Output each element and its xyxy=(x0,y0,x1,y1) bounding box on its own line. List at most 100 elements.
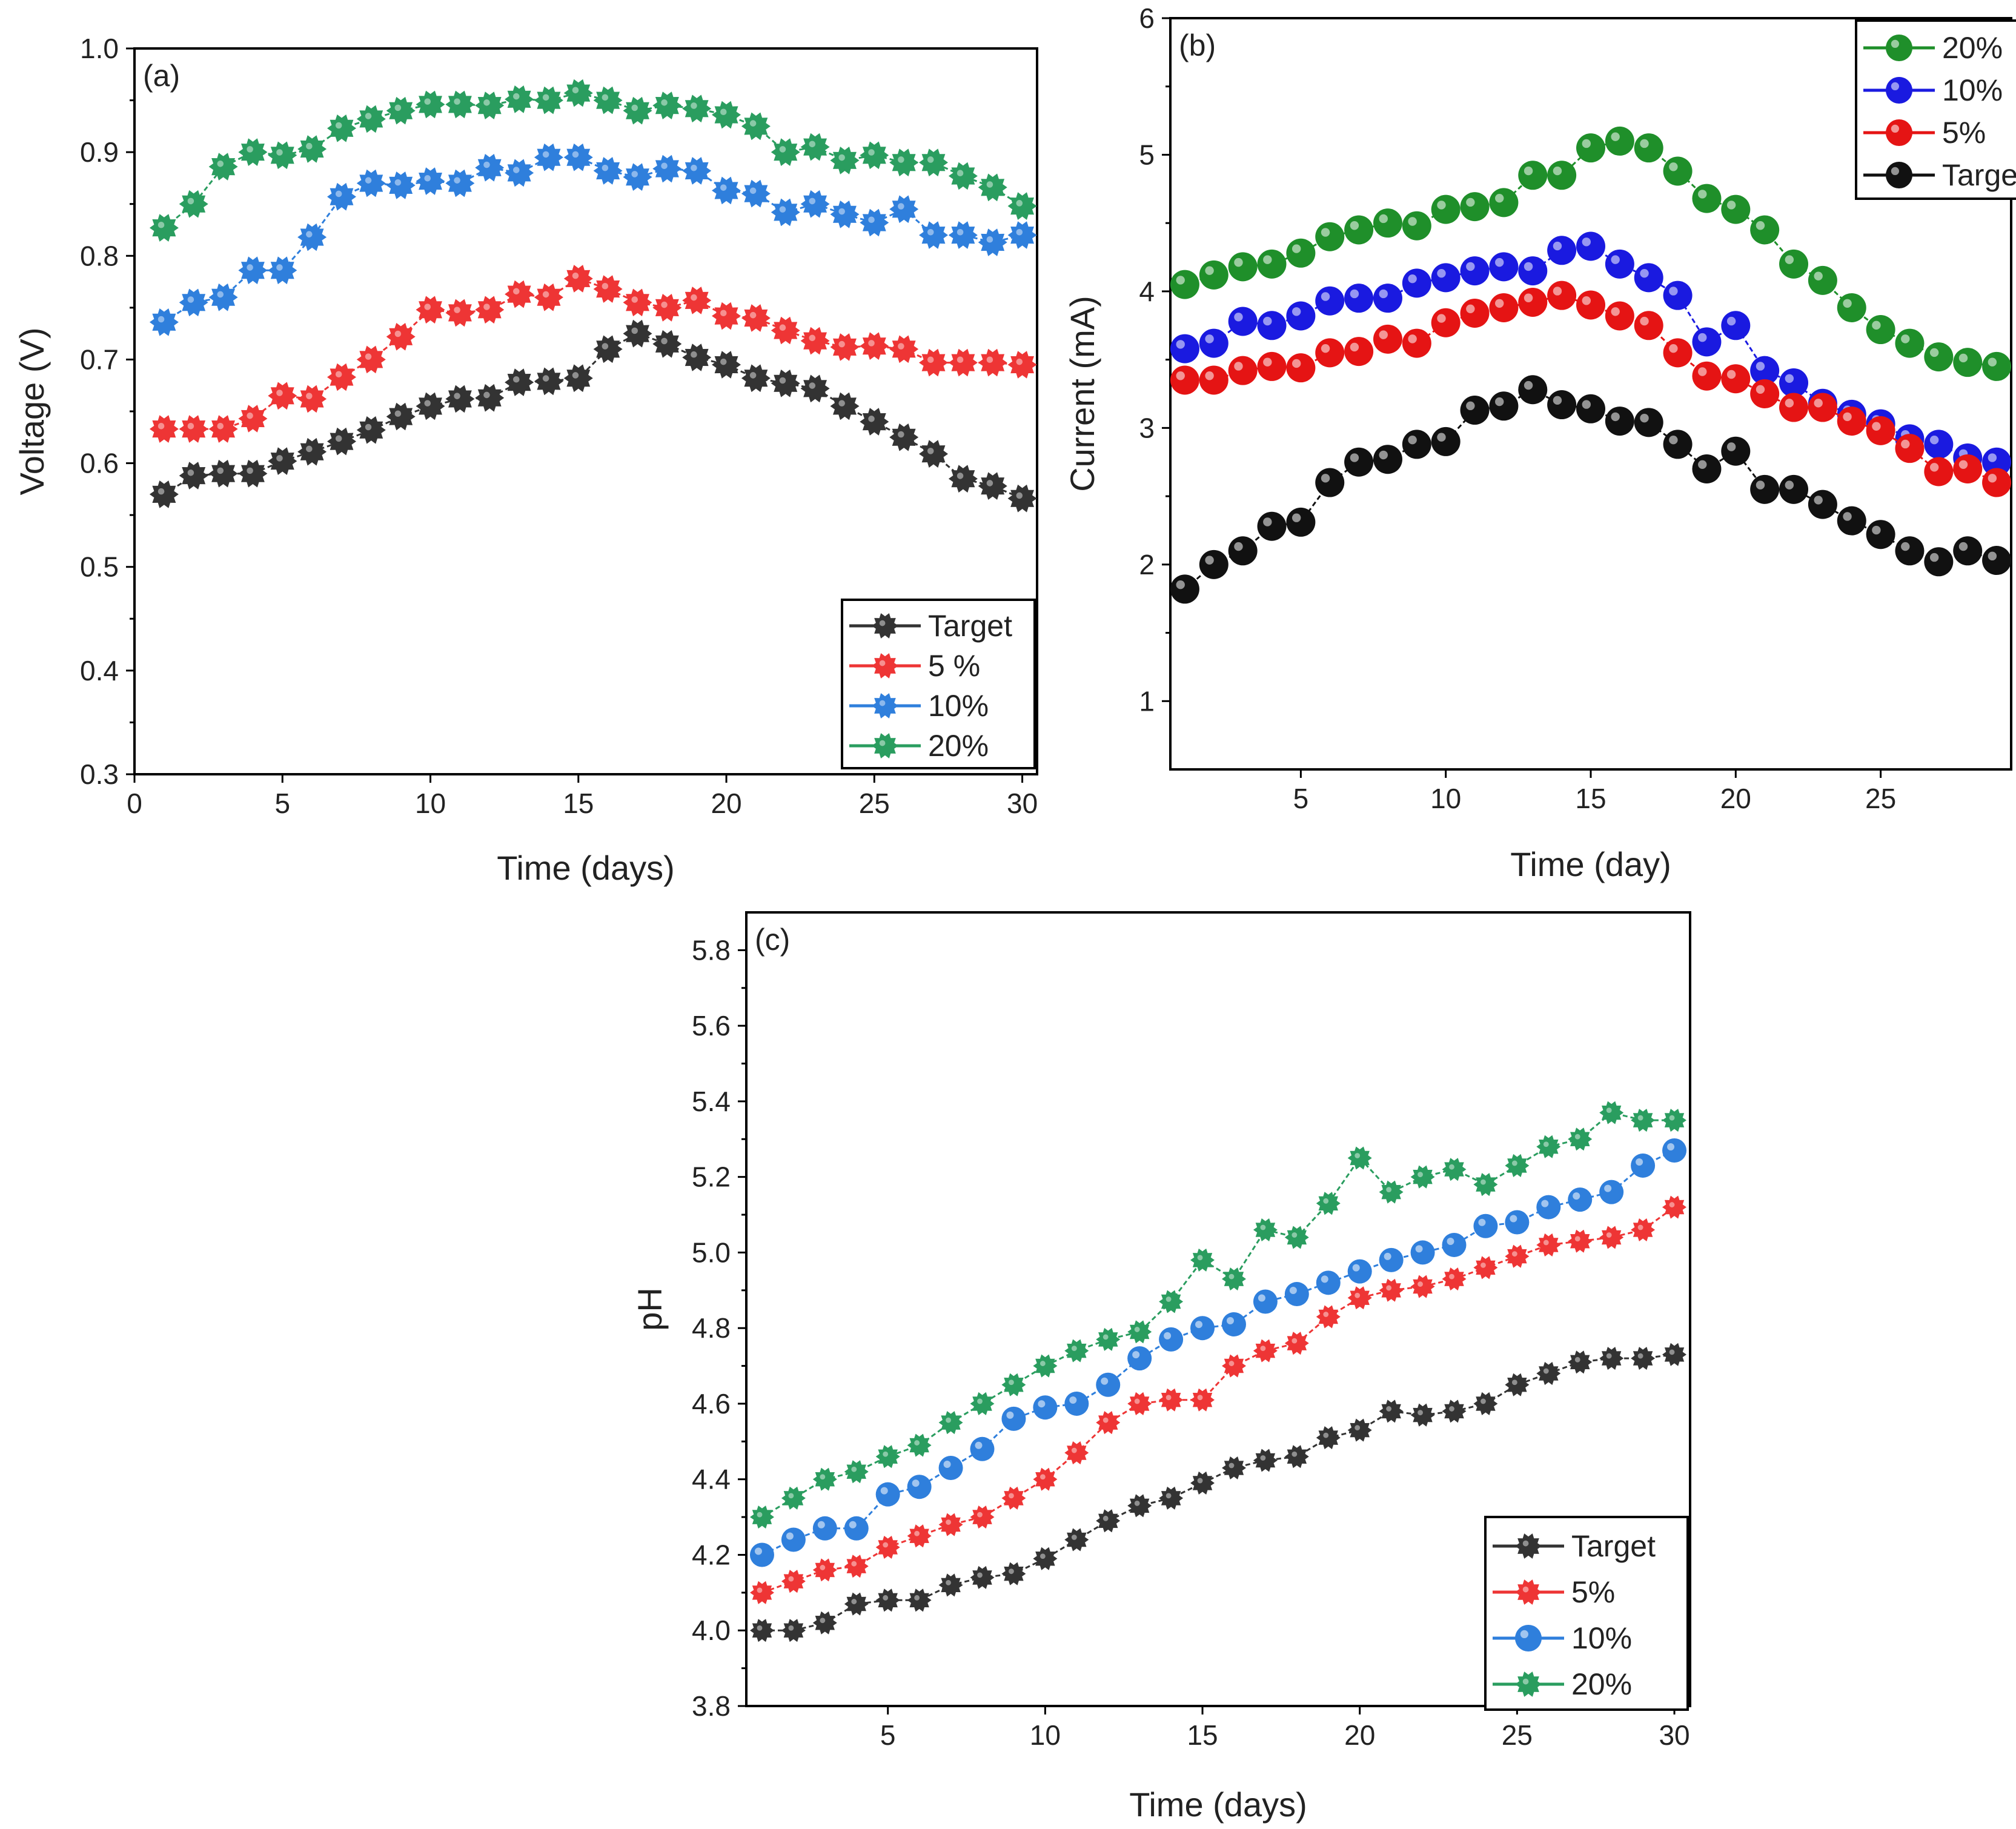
b-data-point-highlight xyxy=(1234,257,1243,267)
c-data-point-body xyxy=(1222,1354,1246,1378)
b-data-point-body xyxy=(1750,474,1780,504)
a-data-point-body xyxy=(416,392,445,420)
b-data-point-body xyxy=(1866,315,1895,345)
c-data-point-body xyxy=(1505,1244,1530,1268)
c-data-point-highlight xyxy=(1289,1287,1297,1295)
b-data-point-highlight xyxy=(1814,399,1823,408)
a-data-point-highlight xyxy=(158,221,165,228)
c-data-point-body xyxy=(1033,1354,1058,1378)
a-data-point xyxy=(238,138,268,166)
c-data-point xyxy=(1190,1388,1215,1412)
a-data-point xyxy=(623,288,652,317)
a-data-point xyxy=(208,459,238,488)
b-data-point xyxy=(1663,338,1693,368)
c-data-point-body xyxy=(749,1542,774,1567)
a-data-point-body xyxy=(830,147,860,174)
c-data-point xyxy=(907,1588,932,1612)
c-data-point xyxy=(1599,1347,1624,1370)
b-data-point xyxy=(1518,287,1548,317)
b-data-point-body xyxy=(1895,536,1925,566)
b-data-point-highlight xyxy=(1379,450,1388,460)
c-data-point-highlight xyxy=(1418,1281,1423,1287)
c-data-point-body xyxy=(1568,1229,1593,1253)
a-data-point xyxy=(356,105,386,133)
b-data-point-highlight xyxy=(1640,413,1649,423)
c-legend-marker-body xyxy=(1515,1579,1542,1605)
a-x-tick-label: 20 xyxy=(711,788,741,819)
b-data-point-highlight xyxy=(1698,367,1707,376)
a-data-point xyxy=(179,462,208,490)
c-data-point xyxy=(1033,1547,1058,1570)
a-data-point-highlight xyxy=(572,151,579,158)
a-data-point-highlight xyxy=(572,87,579,94)
a-data-point xyxy=(860,332,889,360)
b-data-point-body xyxy=(1373,208,1402,238)
b-legend-marker xyxy=(1886,119,1912,146)
a-data-point-body xyxy=(830,201,860,228)
b-data-point xyxy=(1750,356,1780,385)
c-data-point-highlight xyxy=(1480,1179,1486,1185)
a-data-point-body xyxy=(475,154,505,182)
c-data-point-highlight xyxy=(1541,1200,1549,1207)
a-legend-label: 10% xyxy=(928,689,989,723)
a-data-point xyxy=(445,299,475,327)
c-data-point-body xyxy=(812,1611,837,1635)
c-data-point-body xyxy=(1379,1399,1404,1423)
a-data-point xyxy=(889,148,919,177)
b-data-point-body xyxy=(1286,507,1316,537)
a-data-point xyxy=(682,95,712,123)
a-data-point xyxy=(741,179,771,208)
a-data-point-highlight xyxy=(720,184,727,191)
c-data-point-highlight xyxy=(977,1572,983,1578)
a-legend-marker-highlight xyxy=(879,700,886,706)
a-data-point-highlight xyxy=(217,467,224,474)
a-data-point xyxy=(268,256,297,285)
b-data-point xyxy=(1605,249,1634,279)
c-data-point xyxy=(907,1433,932,1457)
a-y-tick-label: 1.0 xyxy=(80,33,119,64)
a-data-point xyxy=(741,304,771,332)
b-data-point-highlight xyxy=(1611,255,1620,264)
b-data-point-body xyxy=(1634,133,1663,163)
a-data-point xyxy=(919,221,948,249)
a-data-point-highlight xyxy=(335,435,342,442)
b-data-point-body xyxy=(1721,311,1751,340)
a-data-point-highlight xyxy=(276,390,283,396)
c-data-point-body xyxy=(781,1619,806,1642)
c-data-point xyxy=(1505,1153,1530,1177)
c-data-point xyxy=(1410,1275,1435,1298)
a-data-point-highlight xyxy=(720,310,727,317)
c-x-tick-label: 5 xyxy=(880,1719,896,1751)
c-data-point-body xyxy=(1347,1146,1372,1170)
a-data-point-body xyxy=(741,364,771,393)
c-data-point-body xyxy=(1159,1388,1184,1412)
a-data-point-highlight xyxy=(661,301,668,308)
b-data-point-body xyxy=(1895,434,1925,463)
c-data-point xyxy=(1284,1445,1309,1469)
b-data-point-highlight xyxy=(1843,512,1852,521)
a-data-point-highlight xyxy=(187,198,194,205)
a-data-point-highlight xyxy=(868,216,875,223)
b-data-point xyxy=(1721,311,1751,340)
c-data-point-body xyxy=(1599,1180,1624,1204)
a-y-tick-label: 0.4 xyxy=(80,655,119,686)
c-data-point xyxy=(1222,1456,1246,1479)
a-data-point-body xyxy=(416,167,445,195)
c-data-point-highlight xyxy=(946,1579,951,1585)
b-legend-label: Target xyxy=(1942,158,2016,192)
b-data-point-body xyxy=(1953,536,1983,566)
c-data-point-body xyxy=(1127,1346,1152,1371)
c-data-point-highlight xyxy=(820,1474,826,1480)
a-data-point xyxy=(327,363,356,391)
b-data-point-body xyxy=(1402,211,1431,241)
a-data-point xyxy=(800,374,830,403)
c-data-point xyxy=(1347,1286,1372,1310)
b-legend-marker xyxy=(1886,162,1912,188)
c-data-point xyxy=(1033,1354,1058,1378)
c-data-point-body xyxy=(1631,1347,1656,1370)
c-data-point-body xyxy=(1410,1165,1435,1189)
c-data-point-body xyxy=(1033,1395,1058,1420)
c-data-point-highlight xyxy=(977,1512,983,1518)
b-data-point-highlight xyxy=(1437,433,1446,442)
panel-b-current-chart: 5 10 15 20 25 1 2 3 4 5 6 Time (day) Current (mA) (b)… xyxy=(1063,2,2016,883)
